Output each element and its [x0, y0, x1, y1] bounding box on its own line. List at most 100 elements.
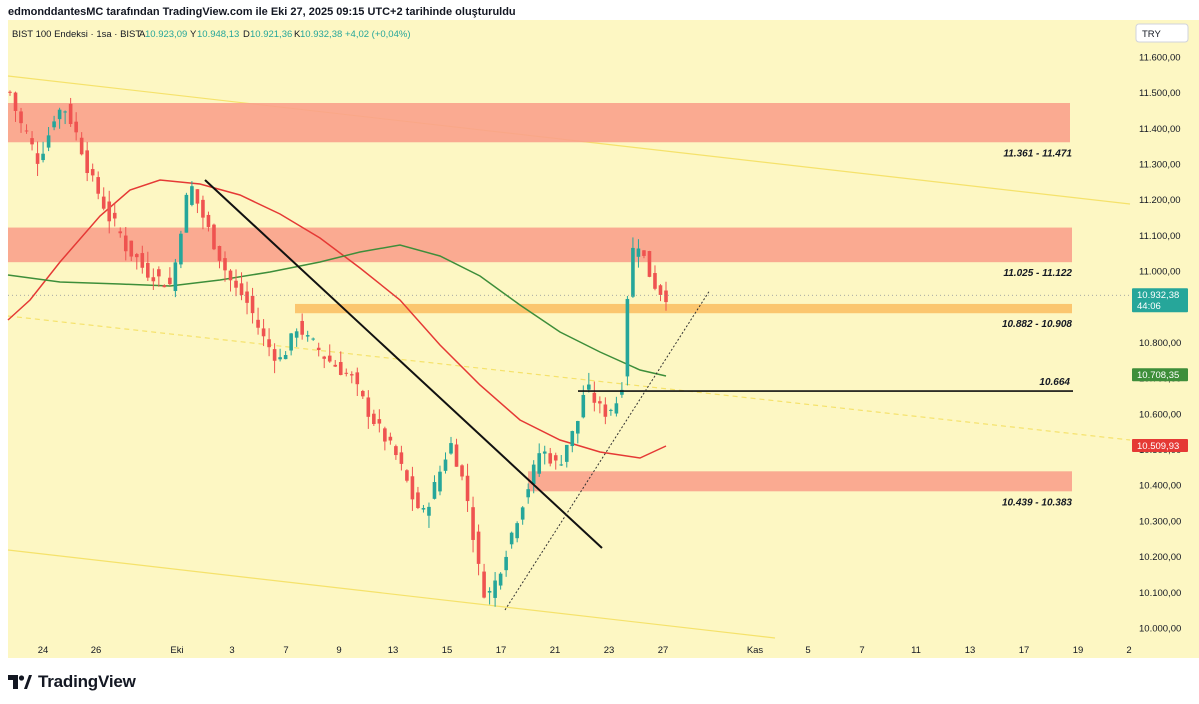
ohlc-open: 10.923,09 [145, 29, 187, 40]
channel-middle-line [7, 315, 1131, 441]
candle-up [587, 384, 591, 390]
candle-down [327, 355, 332, 362]
candle-down [394, 446, 398, 456]
zone-label: 11.025 - 11.122 [1003, 268, 1072, 279]
candle-down [416, 492, 420, 509]
candle-down [333, 364, 338, 367]
candle-down [410, 476, 415, 500]
candle-down [465, 475, 470, 502]
candle-down [372, 413, 376, 425]
trend-lines [8, 179, 1130, 611]
candle-down [647, 251, 652, 277]
candle-down [388, 436, 393, 441]
candle-up [443, 459, 448, 471]
candle-down [30, 138, 34, 145]
candle-down [13, 92, 18, 111]
currency-badge[interactable]: TRY [1135, 23, 1189, 43]
candle-down [19, 111, 23, 124]
candle-down [592, 392, 597, 403]
candle-down [146, 262, 150, 278]
candle-down [118, 231, 123, 234]
tradingview-logo[interactable]: TradingView [8, 672, 136, 692]
candle-down [35, 153, 40, 164]
price-zone [8, 227, 1072, 263]
candle-down [212, 224, 216, 250]
price-axis-background [1130, 20, 1199, 658]
candle-down [123, 235, 128, 252]
x-tick-label: Kas [747, 645, 764, 656]
y-tick-label: 10.300,00 [1139, 516, 1181, 527]
candle-down [322, 356, 327, 359]
candle-down [603, 404, 608, 417]
candle-down [85, 150, 89, 174]
candle-down [79, 137, 84, 155]
candle-down [151, 277, 156, 282]
price-tag-countdown: 44:06 [1137, 301, 1161, 312]
candle-up [438, 471, 442, 492]
chart-credit: edmonddantesMC tarafından TradingView.co… [8, 6, 516, 18]
y-tick-label: 10.800,00 [1139, 338, 1181, 349]
candle-down [168, 277, 172, 285]
uptrend-dotted-line [504, 289, 711, 611]
x-tick-label: Eki [170, 645, 183, 656]
candle-down [658, 285, 663, 295]
candle-down [140, 253, 145, 268]
candle-down [134, 254, 139, 258]
y-tick-label: 11.400,00 [1139, 124, 1181, 135]
time-axis[interactable]: 24 26 Eki 3 7 9 13 15 17 21 23 27 Kas 5 7 11 13 17 19 2 [38, 645, 1132, 656]
channel-lower-line [7, 549, 776, 639]
zone-label: 10.439 - 10.383 [1002, 497, 1072, 508]
x-tick-label: 5 [805, 645, 810, 656]
price-axis[interactable]: 11.600,00 11.500,00 11.400,00 11.300,00 11.2… [1132, 52, 1188, 635]
candle-down [338, 362, 343, 375]
candle-up [636, 248, 641, 257]
candle-down [344, 372, 349, 374]
candle-down [96, 177, 101, 194]
price-tag-value: 10.932,38 [1137, 290, 1179, 301]
candle-down [366, 397, 371, 417]
candle-up [63, 111, 67, 113]
candle-up [52, 121, 56, 128]
downtrend-line [204, 179, 603, 549]
candle-up [559, 464, 564, 466]
x-tick-label: 26 [91, 645, 102, 656]
ohlc-change: +4,02 (+0,04%) [345, 29, 411, 40]
price-zone [8, 103, 1070, 143]
x-tick-label: 27 [658, 645, 669, 656]
candle-down [129, 240, 134, 257]
price-zones [8, 103, 1072, 492]
candle-down [245, 291, 249, 303]
y-tick-label: 10.200,00 [1139, 552, 1181, 563]
candle-up [504, 556, 508, 571]
candle-down [454, 444, 459, 467]
candle-up [184, 194, 189, 233]
candle-up [190, 186, 194, 205]
candle-down [162, 285, 167, 288]
candle-up [487, 590, 492, 593]
currency-label: TRY [1142, 29, 1161, 40]
candle-up [294, 331, 299, 338]
candle-down [471, 507, 475, 540]
zone-labels: 11.361 - 11.471 11.025 - 11.122 10.882 - 1… [1002, 148, 1072, 508]
candle-up [564, 444, 569, 462]
zone-label: 10.882 - 10.908 [1002, 319, 1072, 330]
candle-up [421, 508, 426, 510]
x-tick-label: 17 [1019, 645, 1030, 656]
candle-down [272, 349, 277, 361]
y-tick-label: 10.000,00 [1139, 624, 1181, 635]
candle-down [206, 214, 211, 227]
price-tag [1132, 368, 1188, 382]
candle-down [228, 270, 233, 281]
ohlc-low: 10.921,36 [250, 29, 292, 40]
candle-up [542, 451, 547, 454]
candle-down [355, 372, 360, 385]
candle-down [239, 283, 244, 295]
candle-up [570, 431, 575, 447]
candle-up [173, 262, 178, 292]
y-tick-label: 11.200,00 [1139, 195, 1181, 206]
price-tag-value: 10.509,93 [1137, 441, 1179, 452]
candle-down [267, 339, 271, 348]
x-tick-label: 9 [336, 645, 341, 656]
candle-up [575, 421, 580, 434]
